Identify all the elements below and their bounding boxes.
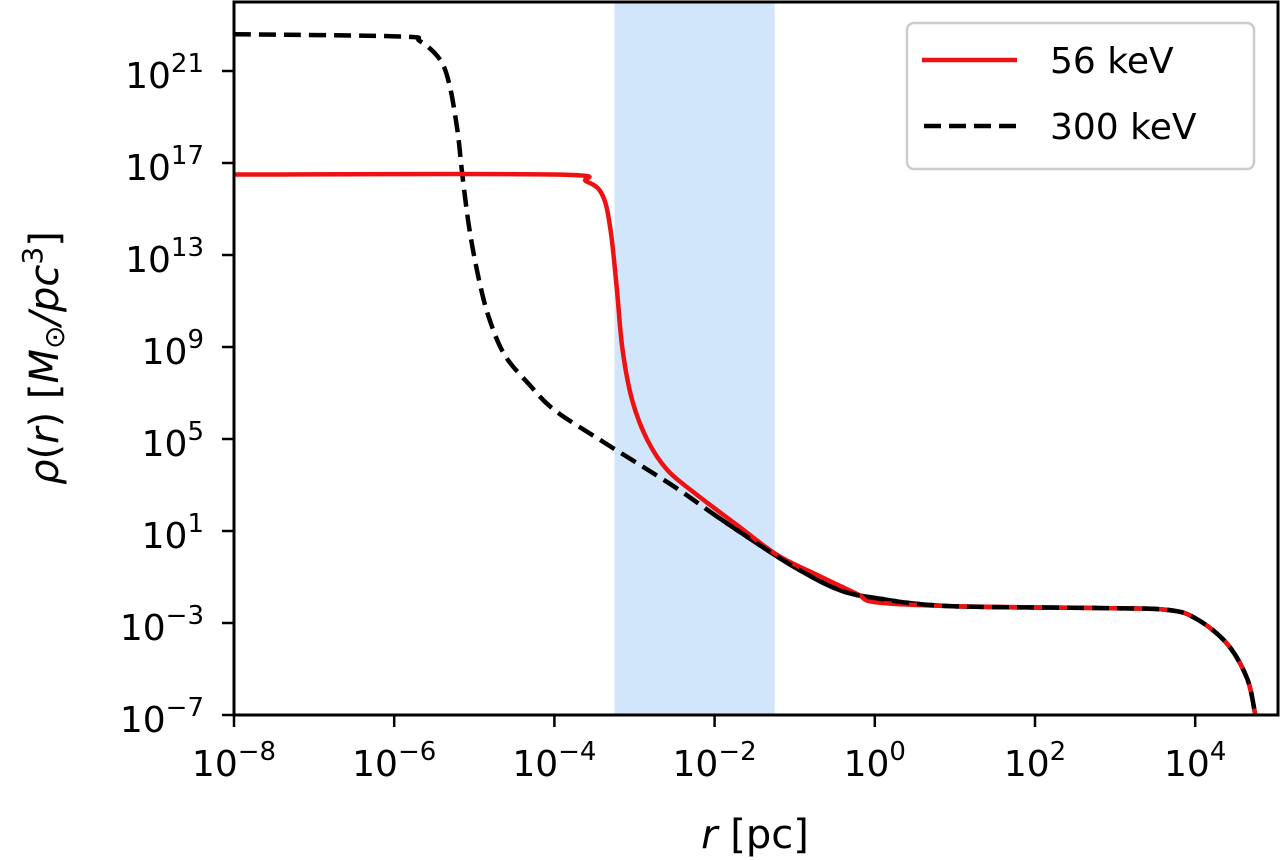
x-tick-label: 100: [844, 737, 906, 785]
x-axis-label: r [pc]: [701, 812, 809, 858]
y-tick-label: 10−3: [120, 601, 204, 649]
y-axis-label: ρ(r) [M⊙/pc3]: [16, 231, 71, 485]
y-tick-label: 101: [142, 509, 204, 557]
legend-label-300kev: 300 keV: [1050, 107, 1197, 148]
y-tick-label: 1021: [125, 49, 204, 97]
y-tick-label: 105: [142, 417, 204, 465]
plot-area: [233, 2, 1258, 716]
series-line-300kev: [233, 31, 1258, 716]
x-tick-label: 102: [1004, 737, 1066, 785]
legend: 56 keV 300 keV: [905, 21, 1256, 171]
y-tick-label: 10−7: [120, 693, 204, 741]
y-tick-label: 109: [142, 325, 204, 373]
axes-frame: [232, 0, 1280, 717]
y-axis-ticks: 1021 1017 1013 109 105 101 10−3 10−7: [120, 49, 234, 741]
x-axis-ticks: 10−8 10−6 10−4 10−2 100 102 104: [192, 715, 1226, 785]
series-line-300kev-overlay: [713, 513, 1258, 716]
shaded-region: [614, 2, 775, 715]
x-tick-label: 10−8: [192, 737, 276, 785]
x-tick-label: 10−2: [673, 737, 757, 785]
legend-label-56kev: 56 keV: [1050, 41, 1174, 82]
y-tick-label: 1017: [125, 141, 204, 189]
x-tick-label: 10−6: [352, 737, 436, 785]
x-tick-label: 104: [1164, 737, 1226, 785]
y-tick-label: 1013: [125, 233, 204, 281]
x-tick-label: 10−4: [512, 737, 596, 785]
